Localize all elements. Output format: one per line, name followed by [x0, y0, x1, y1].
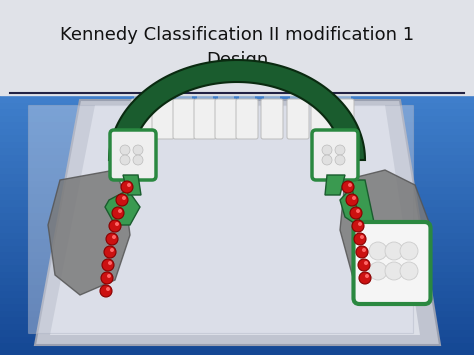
Circle shape: [369, 242, 387, 260]
Polygon shape: [109, 60, 365, 160]
FancyBboxPatch shape: [215, 99, 237, 139]
Circle shape: [127, 183, 131, 187]
Circle shape: [112, 235, 116, 239]
FancyBboxPatch shape: [218, 94, 234, 104]
Circle shape: [385, 242, 403, 260]
Circle shape: [322, 145, 332, 155]
FancyBboxPatch shape: [28, 105, 413, 333]
Polygon shape: [325, 175, 345, 195]
Polygon shape: [48, 170, 130, 295]
Circle shape: [360, 235, 364, 239]
FancyBboxPatch shape: [332, 99, 354, 139]
Circle shape: [385, 262, 403, 280]
Circle shape: [358, 222, 362, 226]
Circle shape: [104, 246, 116, 258]
Circle shape: [120, 155, 130, 165]
Circle shape: [322, 155, 332, 165]
FancyBboxPatch shape: [264, 94, 280, 104]
FancyBboxPatch shape: [173, 99, 195, 139]
Polygon shape: [105, 190, 140, 225]
FancyBboxPatch shape: [354, 222, 430, 304]
Circle shape: [356, 246, 368, 258]
Circle shape: [356, 209, 360, 213]
Circle shape: [101, 272, 113, 284]
Polygon shape: [340, 170, 430, 300]
Circle shape: [400, 242, 418, 260]
Circle shape: [110, 248, 114, 252]
FancyBboxPatch shape: [134, 94, 150, 104]
Polygon shape: [35, 100, 440, 345]
Circle shape: [108, 261, 112, 265]
Circle shape: [122, 196, 126, 200]
Polygon shape: [50, 105, 420, 335]
Circle shape: [364, 261, 368, 265]
FancyBboxPatch shape: [236, 99, 258, 139]
FancyBboxPatch shape: [311, 99, 333, 139]
FancyBboxPatch shape: [335, 94, 351, 104]
FancyBboxPatch shape: [261, 99, 283, 139]
Circle shape: [335, 145, 345, 155]
Circle shape: [115, 222, 119, 226]
Circle shape: [116, 194, 128, 206]
Circle shape: [352, 196, 356, 200]
Polygon shape: [350, 180, 375, 230]
FancyBboxPatch shape: [131, 99, 153, 139]
Text: Kennedy Classification II modification 1: Kennedy Classification II modification 1: [60, 26, 414, 44]
FancyBboxPatch shape: [312, 130, 358, 180]
Circle shape: [359, 272, 371, 284]
FancyBboxPatch shape: [155, 94, 171, 104]
Circle shape: [106, 233, 118, 245]
FancyBboxPatch shape: [239, 94, 255, 104]
Circle shape: [348, 183, 352, 187]
Circle shape: [352, 220, 364, 232]
Text: Design: Design: [206, 51, 268, 69]
Circle shape: [358, 259, 370, 271]
FancyBboxPatch shape: [176, 94, 192, 104]
Circle shape: [369, 262, 387, 280]
Circle shape: [350, 207, 362, 219]
Circle shape: [133, 155, 143, 165]
Polygon shape: [123, 175, 141, 195]
Polygon shape: [340, 187, 370, 227]
Circle shape: [365, 274, 369, 278]
Circle shape: [133, 145, 143, 155]
Circle shape: [120, 145, 130, 155]
Circle shape: [107, 274, 111, 278]
Circle shape: [121, 181, 133, 193]
FancyBboxPatch shape: [290, 94, 306, 104]
FancyBboxPatch shape: [314, 94, 330, 104]
Circle shape: [109, 220, 121, 232]
Circle shape: [346, 194, 358, 206]
Circle shape: [118, 209, 122, 213]
Circle shape: [362, 248, 366, 252]
Circle shape: [106, 287, 110, 291]
FancyBboxPatch shape: [110, 130, 156, 180]
FancyBboxPatch shape: [197, 94, 213, 104]
Circle shape: [100, 285, 112, 297]
Circle shape: [342, 181, 354, 193]
Circle shape: [400, 262, 418, 280]
Circle shape: [102, 259, 114, 271]
Circle shape: [335, 155, 345, 165]
Circle shape: [354, 233, 366, 245]
Circle shape: [112, 207, 124, 219]
FancyBboxPatch shape: [287, 99, 309, 139]
FancyBboxPatch shape: [194, 99, 216, 139]
FancyBboxPatch shape: [152, 99, 174, 139]
